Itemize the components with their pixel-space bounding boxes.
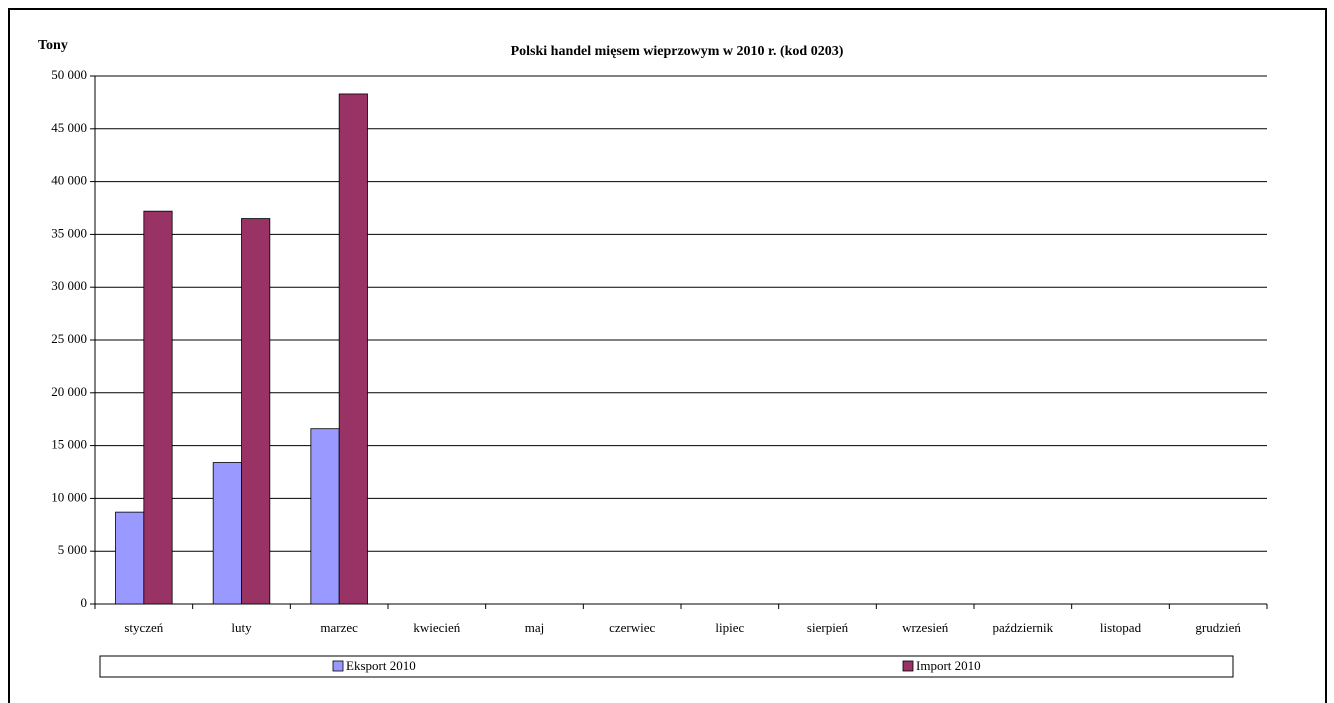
y-tick-label: 5 000 — [58, 542, 87, 557]
x-tick-label: luty — [231, 620, 252, 635]
x-tick-label: grudzień — [1195, 620, 1241, 635]
chart-title: Polski handel mięsem wieprzowym w 2010 r… — [511, 44, 844, 59]
legend-box — [99, 655, 1234, 678]
y-tick-label: 45 000 — [51, 120, 87, 135]
y-tick-label: 25 000 — [51, 331, 87, 346]
bar — [115, 511, 145, 605]
bar — [143, 210, 173, 605]
x-tick-label: lipiec — [715, 620, 744, 635]
y-tick-label: 40 000 — [51, 173, 87, 188]
legend-label: Import 2010 — [916, 658, 981, 673]
x-tick-label: styczeń — [124, 620, 163, 635]
bar — [212, 462, 242, 605]
x-tick-label: sierpień — [807, 620, 849, 635]
y-tick-label: 0 — [81, 595, 88, 610]
y-tick-label: 35 000 — [51, 225, 87, 240]
legend-swatch — [332, 660, 344, 672]
legend-label: Eksport 2010 — [346, 658, 416, 673]
y-tick-label: 20 000 — [51, 384, 87, 399]
legend-swatch — [902, 660, 914, 672]
y-axis-label: Tony — [38, 38, 68, 53]
y-tick-label: 50 000 — [51, 67, 87, 82]
bar — [310, 428, 340, 605]
y-tick-label: 30 000 — [51, 278, 87, 293]
x-tick-label: marzec — [320, 620, 358, 635]
y-tick-label: 15 000 — [51, 437, 87, 452]
x-tick-label: listopad — [1100, 620, 1142, 635]
x-tick-label: wrzesień — [902, 620, 949, 635]
y-tick-label: 10 000 — [51, 489, 87, 504]
bar — [338, 93, 368, 605]
x-tick-label: październik — [993, 620, 1054, 635]
x-tick-label: kwiecień — [413, 620, 460, 635]
bar — [241, 218, 271, 605]
x-tick-label: czerwiec — [609, 620, 655, 635]
x-tick-label: maj — [525, 620, 545, 635]
chart-frame — [8, 8, 1327, 703]
